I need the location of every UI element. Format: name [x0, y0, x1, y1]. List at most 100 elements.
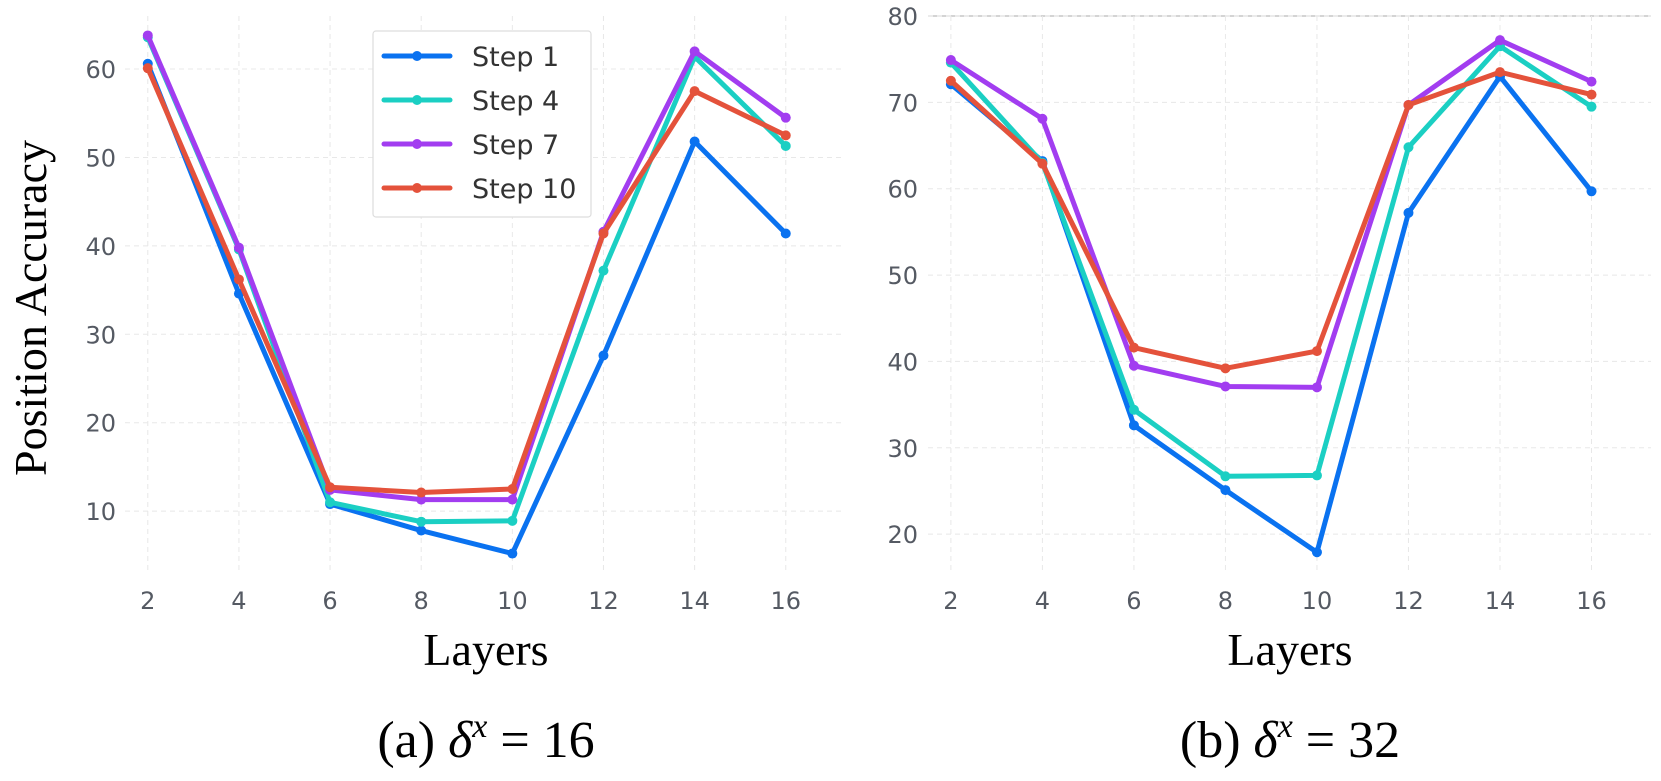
- series-step-4: [945, 41, 1597, 482]
- y-tick-label: 10: [85, 498, 116, 526]
- y-tick-label: 70: [887, 89, 918, 117]
- data-point: [1128, 342, 1139, 353]
- x-ticks-a: 2 4 6 8 10 12 14 16: [140, 587, 801, 615]
- data-point: [1586, 89, 1597, 100]
- data-point: [507, 484, 518, 495]
- data-point: [1494, 35, 1505, 46]
- series-step-10: [142, 63, 791, 498]
- data-point: [1128, 420, 1139, 431]
- data-point: [325, 497, 336, 508]
- legend-label: Step 1: [472, 42, 559, 73]
- data-point: [1037, 113, 1048, 124]
- caption-a: (a) δx = 16: [377, 708, 594, 769]
- data-point: [1403, 207, 1414, 218]
- x-tick-label: 4: [1035, 587, 1050, 615]
- series-line: [145, 61, 789, 557]
- data-point: [1311, 470, 1322, 481]
- data-point: [507, 548, 518, 559]
- y-tick-label: 20: [887, 521, 918, 549]
- y-ticks-b: 20 30 40 50 60 70 80: [887, 3, 918, 549]
- y-tick-label: 60: [887, 176, 918, 204]
- x-tick-label: 12: [588, 587, 619, 615]
- data-point: [416, 494, 427, 505]
- data-point: [1220, 485, 1231, 496]
- y-tick-label: 20: [85, 410, 116, 438]
- chart-panel-b: 20 30 40 50 60 70 80 2 4 6 8 10 12 14 16 Layers (b) δ…: [887, 3, 1651, 769]
- data-point: [325, 482, 336, 493]
- legend-label: Step 4: [472, 86, 559, 117]
- y-tick-label: 60: [85, 56, 116, 84]
- data-point: [416, 525, 427, 536]
- legend-item: Step 1: [381, 42, 559, 73]
- x-axis-title-b: Layers: [1227, 624, 1352, 675]
- series-line: [948, 73, 1595, 555]
- data-point: [507, 515, 518, 526]
- chart-panel-a: 10 20 30 40 50 60 2 4 6 8 10 12 14 16 Layers (a) δx …: [85, 16, 845, 769]
- data-point: [233, 274, 244, 285]
- data-point: [780, 130, 791, 141]
- legend-swatch-marker: [412, 51, 422, 61]
- series-line: [948, 43, 1595, 479]
- data-point: [1586, 101, 1597, 112]
- data-point: [689, 136, 700, 147]
- legend-item: Step 4: [381, 86, 559, 117]
- series-line: [145, 32, 789, 503]
- data-point: [1403, 99, 1414, 110]
- data-point: [598, 228, 609, 239]
- data-point: [233, 242, 244, 253]
- legend-swatch-marker: [412, 95, 422, 105]
- y-tick-label: 40: [85, 233, 116, 261]
- data-point: [416, 487, 427, 498]
- data-point: [1311, 382, 1322, 393]
- legend-item: Step 10: [381, 174, 576, 205]
- y-ticks-a: 10 20 30 40 50 60: [85, 56, 116, 526]
- series-step-7: [945, 35, 1597, 393]
- x-tick-label: 2: [140, 587, 155, 615]
- data-point: [1494, 67, 1505, 78]
- data-point: [1586, 186, 1597, 197]
- data-point: [689, 86, 700, 97]
- x-tick-label: 14: [679, 587, 710, 615]
- data-point: [945, 55, 956, 66]
- series-line: [948, 69, 1595, 371]
- data-point: [1128, 360, 1139, 371]
- y-axis-title: Position Accuracy: [5, 140, 56, 476]
- x-ticks-b: 2 4 6 8 10 12 14 16: [943, 587, 1607, 615]
- legend-label: Step 7: [472, 130, 559, 161]
- y-tick-label: 50: [887, 262, 918, 290]
- data-point: [1586, 76, 1597, 87]
- data-point: [416, 516, 427, 527]
- x-tick-label: 8: [414, 587, 429, 615]
- data-point: [1037, 158, 1048, 169]
- series-group-a: [142, 30, 791, 559]
- data-point: [1311, 346, 1322, 357]
- x-tick-label: 10: [497, 587, 528, 615]
- y-tick-label: 30: [887, 435, 918, 463]
- x-tick-label: 10: [1302, 587, 1333, 615]
- legend-swatch-marker: [412, 183, 422, 193]
- data-point: [1220, 363, 1231, 374]
- data-point: [1220, 381, 1231, 392]
- data-point: [142, 63, 153, 74]
- series-line: [948, 37, 1595, 390]
- data-point: [142, 30, 153, 41]
- x-tick-label: 6: [1126, 587, 1141, 615]
- series-line: [145, 65, 789, 496]
- grid-b: [928, 15, 1651, 573]
- data-point: [1403, 142, 1414, 153]
- series-step-10: [945, 67, 1597, 374]
- data-point: [780, 140, 791, 151]
- legend-box: [372, 30, 592, 218]
- legend-swatch-marker: [412, 139, 422, 149]
- legend-item: Step 7: [381, 130, 559, 161]
- x-axis-title-a: Layers: [423, 624, 548, 675]
- x-tick-label: 8: [1218, 587, 1233, 615]
- legend: Step 1 Step 4 Step 7 Step 10: [372, 30, 592, 218]
- data-point: [598, 350, 609, 361]
- x-tick-label: 14: [1485, 587, 1516, 615]
- caption-b: (b) δx = 32: [1180, 708, 1400, 769]
- data-point: [598, 265, 609, 276]
- x-tick-label: 6: [322, 587, 337, 615]
- data-point: [945, 75, 956, 86]
- data-point: [1311, 547, 1322, 558]
